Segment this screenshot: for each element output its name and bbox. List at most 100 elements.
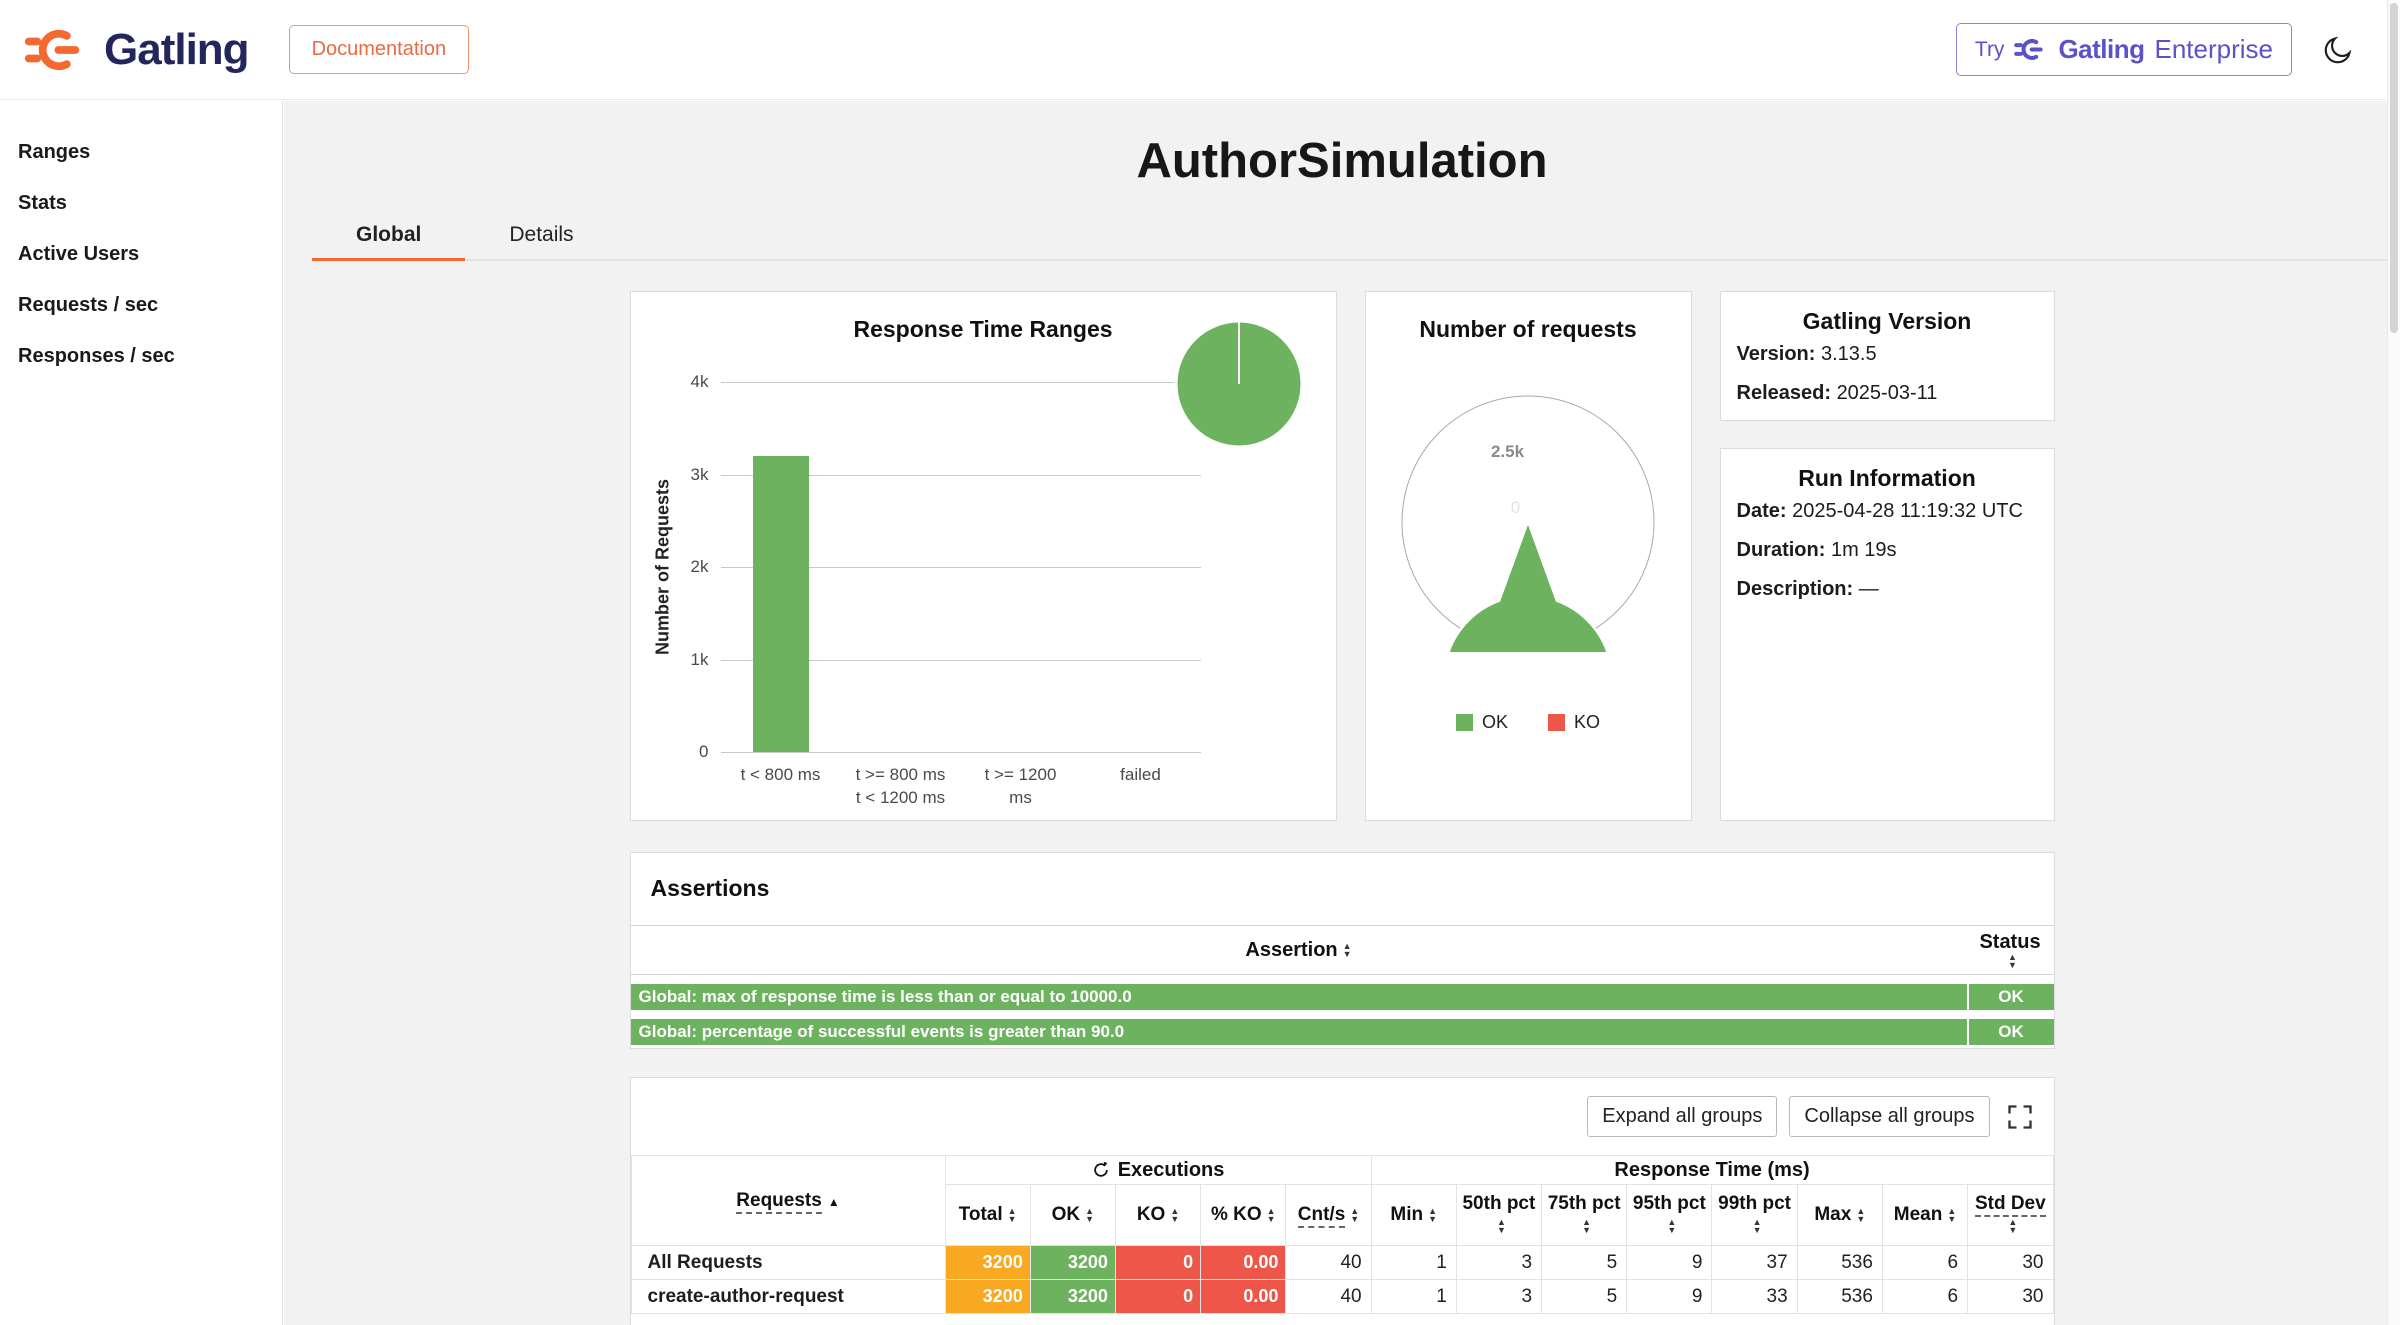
assertion-text: Global: max of response time is less tha… — [630, 984, 1967, 1010]
page-title: AuthorSimulation — [1136, 134, 1548, 188]
sort-icon: ▲ ▼ — [1342, 941, 1352, 960]
gridline: 2k — [691, 557, 1201, 576]
col-header-mean[interactable]: Mean ▲ ▼ — [1881, 1184, 1969, 1246]
col-header-75th-pct[interactable]: 75th pct ▲ ▼ — [1541, 1184, 1628, 1246]
pie-legend: OK KO — [1366, 712, 1691, 733]
sort-icon: ▲ ▼ — [1582, 1216, 1592, 1235]
request-name[interactable]: create-author-request — [630, 1279, 946, 1314]
scrollbar-thumb[interactable] — [2390, 3, 2398, 333]
x-tick-label: failed — [1120, 765, 1161, 784]
requests-pie: 2.5k 0 — [1398, 392, 1658, 765]
chart-title: Number of requests — [1419, 316, 1637, 342]
legend-ok[interactable]: OK — [1455, 712, 1508, 733]
col-header-50th-pct[interactable]: 50th pct ▲ ▼ — [1455, 1184, 1543, 1246]
gatling-version-panel: Gatling Version Version: 3.13.5 Released… — [1719, 291, 2055, 421]
assertion-row: Global: max of response time is less tha… — [630, 984, 2054, 1010]
requests-pie-svg — [1401, 395, 1654, 765]
assertion-text: Global: percentage of successful events … — [630, 1019, 1967, 1045]
col-header-min[interactable]: Min ▲ ▼ — [1370, 1184, 1457, 1246]
col-header-95th-pct[interactable]: 95th pct ▲ ▼ — [1626, 1184, 1713, 1246]
y-tick-label: 4k — [690, 372, 709, 391]
run-information-panel: Run Information Date: 2025-04-28 11:19:3… — [1719, 448, 2055, 821]
request-name[interactable]: All Requests — [630, 1245, 946, 1280]
col-header-99th-pct[interactable]: 99th pct ▲ ▼ — [1711, 1184, 1798, 1246]
expand-all-groups-button[interactable]: Expand all groups — [1587, 1096, 1778, 1137]
fullscreen-button[interactable] — [2001, 1098, 2038, 1135]
cell-ko: 0 — [1114, 1245, 1202, 1280]
main-content: AuthorSimulation Global Details Response… — [284, 101, 2400, 1325]
pie-slice-ok[interactable] — [1442, 519, 1613, 765]
description-row: Description: — — [1736, 578, 1879, 600]
sidebar: Ranges Stats Active Users Requests / sec… — [0, 101, 283, 1325]
sidebar-item-stats[interactable]: Stats — [18, 192, 67, 214]
legend-ok-label: OK — [1481, 712, 1508, 732]
gatling-logo-icon — [24, 29, 80, 70]
cell-mean: 6 — [1881, 1279, 1969, 1314]
sort-icon: ▲ ▼ — [1496, 1216, 1506, 1235]
group-header-response-time: Response Time (ms) — [1370, 1155, 2054, 1185]
y-tick-label: 0 — [699, 742, 709, 761]
ok-distribution-pie-icon — [1174, 319, 1303, 449]
enterprise-suffix-label: Enterprise — [2154, 34, 2274, 64]
header: Gatling Documentation Try Gatling Enterp… — [0, 0, 2400, 100]
col-header-requests[interactable]: Requests ▲ — [630, 1155, 946, 1246]
stats-row-create-author-request: create-author-request 3200 3200 0 0.00 4… — [630, 1279, 2054, 1314]
bar-t-lt-800ms[interactable] — [752, 456, 809, 752]
cell-50th-pct: 3 — [1455, 1245, 1543, 1280]
assertion-column-header[interactable]: Assertion ▲ ▼ — [1245, 938, 1352, 961]
collapse-all-groups-button[interactable]: Collapse all groups — [1789, 1096, 1990, 1137]
y-axis-label: Number of Requests — [652, 478, 672, 656]
cell-max: 536 — [1796, 1245, 1883, 1280]
vertical-scrollbar[interactable] — [2387, 0, 2400, 1325]
cell-95th-pct: 9 — [1626, 1245, 1713, 1280]
gridline: 1k — [691, 650, 1201, 669]
x-axis-labels: t < 800 ms t >= 800 ms t < 1200 ms t >= 1… — [740, 765, 1161, 807]
assertion-row: Global: percentage of successful events … — [630, 1019, 2054, 1045]
cell-95th-pct: 9 — [1626, 1279, 1713, 1314]
status-column-header[interactable]: Status ▲ ▼ — [1979, 930, 2041, 970]
fullscreen-icon — [2007, 1104, 2032, 1129]
legend-ko-label: KO — [1574, 712, 1601, 732]
cell-75th-pct: 5 — [1541, 1245, 1628, 1280]
stats-toolbar: Expand all groups Collapse all groups — [631, 1078, 2054, 1155]
col-header-pct-ko[interactable]: % KO ▲ ▼ — [1200, 1184, 1287, 1246]
cell-std-dev: 30 — [1967, 1245, 2054, 1280]
documentation-button[interactable]: Documentation — [288, 25, 470, 74]
col-header-ko[interactable]: KO ▲ ▼ — [1114, 1184, 1202, 1246]
tab-bar: Global Details — [312, 211, 2400, 261]
enterprise-button[interactable]: Try Gatling Enterprise — [1955, 23, 2292, 76]
x-tick-label: t >= 1200 — [984, 765, 1057, 784]
cell-total: 3200 — [944, 1245, 1031, 1280]
released-row: Released: 2025-03-11 — [1736, 382, 1938, 404]
cell-pct-ko: 0.00 — [1200, 1279, 1287, 1314]
response-time-ranges-chart: Response Time Ranges Number of Requests … — [629, 291, 1337, 821]
col-header-max[interactable]: Max ▲ ▼ — [1796, 1184, 1883, 1246]
y-tick-label: 3k — [690, 464, 709, 484]
col-header-cnts[interactable]: Cnt/s ▲ ▼ — [1285, 1184, 1372, 1246]
dark-mode-toggle[interactable] — [2322, 34, 2354, 66]
sort-icon: ▲ ▼ — [2008, 951, 2017, 970]
assertions-title: Assertions — [650, 875, 770, 901]
cell-min: 1 — [1370, 1279, 1457, 1314]
tab-global[interactable]: Global — [312, 211, 466, 261]
sort-icon: ▲ ▼ — [1170, 1206, 1180, 1225]
cell-total: 3200 — [944, 1279, 1031, 1314]
cell-ok: 3200 — [1029, 1279, 1116, 1314]
sidebar-item-requests-per-sec[interactable]: Requests / sec — [18, 294, 159, 316]
sidebar-item-active-users[interactable]: Active Users — [18, 243, 140, 265]
sidebar-item-ranges[interactable]: Ranges — [18, 141, 91, 163]
assertion-status-badge: OK — [1966, 984, 2054, 1010]
sort-icon: ▲ ▼ — [1266, 1206, 1276, 1225]
sidebar-item-responses-per-sec[interactable]: Responses / sec — [18, 345, 175, 367]
tab-details[interactable]: Details — [509, 223, 574, 246]
col-header-total[interactable]: Total ▲ ▼ — [944, 1184, 1031, 1246]
enterprise-logo-icon — [2014, 39, 2044, 60]
gatling-logo[interactable]: Gatling — [24, 25, 250, 75]
stats-row-all-requests: All Requests 3200 3200 0 0.00 40 1 3 5 9… — [630, 1245, 2054, 1280]
cell-std-dev: 30 — [1967, 1279, 2054, 1314]
legend-ko[interactable]: KO — [1548, 712, 1600, 733]
cell-99th-pct: 37 — [1711, 1245, 1798, 1280]
col-header-ok[interactable]: OK ▲ ▼ — [1029, 1184, 1116, 1246]
number-of-requests-chart: Number of requests 2.5k 0 OK — [1364, 291, 1692, 821]
col-header-std-dev[interactable]: Std Dev ▲ ▼ — [1967, 1184, 2054, 1246]
